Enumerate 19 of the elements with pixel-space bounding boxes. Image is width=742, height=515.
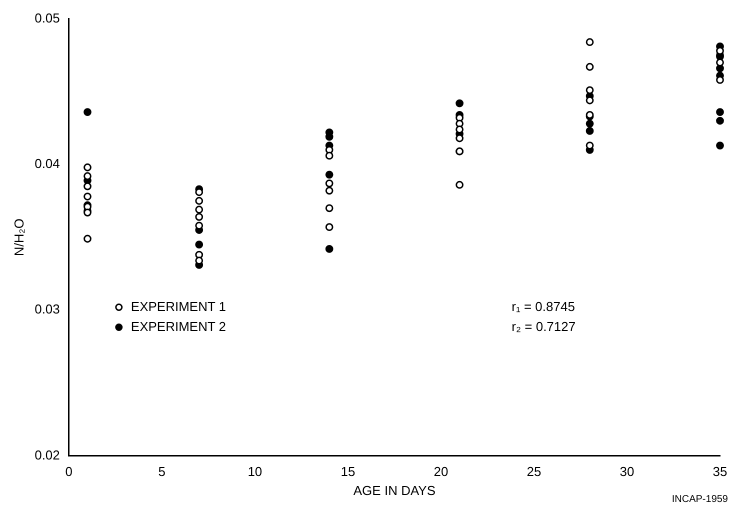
x-tick-label: 25 (526, 464, 542, 480)
y-axis-title: N/H₂O (11, 218, 26, 256)
x-tick-label: 15 (340, 464, 356, 480)
x-tick-label: 0 (65, 464, 73, 480)
x-axis-title: AGE IN DAYS (353, 482, 436, 498)
y-tick-label: 0.02 (34, 447, 60, 462)
y-tick-label: 0.03 (34, 302, 60, 317)
legend-label: EXPERIMENT 1 (130, 298, 226, 314)
y-tick-label: 0.05 (34, 10, 60, 26)
annotation: r₁ = 0.8745 (512, 298, 575, 314)
x-tick-label: 20 (434, 464, 448, 480)
y-tick-label: 0.04 (34, 156, 60, 172)
x-tick-label: 35 (712, 464, 728, 480)
x-tick-label: 30 (620, 464, 634, 480)
legend-label: EXPERIMENT 2 (130, 318, 226, 334)
text: INCAP-1959 (672, 494, 728, 505)
annotation: r₂ = 0.7127 (512, 318, 576, 334)
x-tick-label: 10 (248, 464, 262, 480)
x-tick-label: 5 (158, 464, 166, 480)
